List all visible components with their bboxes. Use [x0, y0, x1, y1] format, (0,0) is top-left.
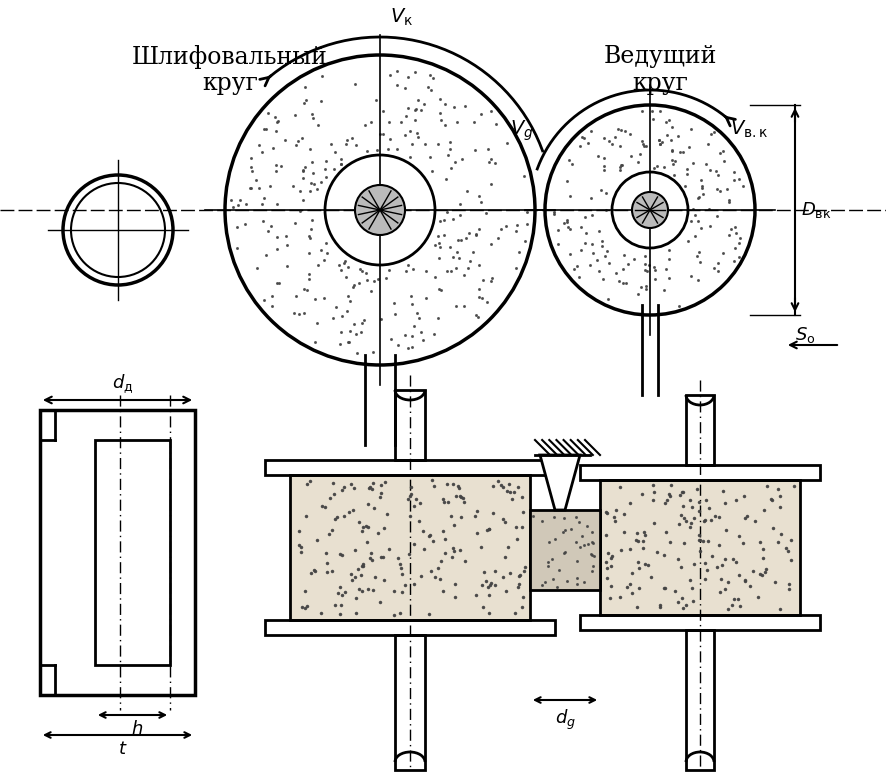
- Circle shape: [632, 192, 667, 228]
- Text: $t$: $t$: [118, 740, 128, 758]
- Bar: [394, 390, 424, 460]
- Bar: [685, 395, 713, 465]
- Bar: [290, 475, 530, 620]
- Text: $V_{\rm в.к}$: $V_{\rm в.к}$: [729, 119, 767, 141]
- Bar: [530, 510, 599, 590]
- Text: $V_{\rm к}$: $V_{\rm к}$: [390, 7, 413, 29]
- Text: круг: круг: [632, 72, 688, 95]
- Text: $d_g$: $d_g$: [554, 708, 575, 732]
- Text: $S_{\rm о}$: $S_{\rm о}$: [794, 325, 814, 345]
- Bar: [394, 635, 424, 770]
- Bar: [579, 465, 819, 480]
- Text: круг: круг: [202, 72, 258, 95]
- Text: Шлифовальный: Шлифовальный: [132, 45, 328, 69]
- Polygon shape: [540, 455, 579, 510]
- Bar: [265, 620, 555, 635]
- Bar: [685, 630, 713, 770]
- Text: Ведущий: Ведущий: [602, 45, 716, 68]
- Text: $h$: $h$: [131, 720, 144, 738]
- Bar: [599, 480, 799, 615]
- Bar: [579, 615, 819, 630]
- Text: $V_g$: $V_g$: [509, 119, 532, 144]
- Text: $d_{\rm д}$: $d_{\rm д}$: [112, 372, 133, 395]
- Bar: [265, 460, 555, 475]
- Circle shape: [354, 185, 405, 235]
- Text: $D_{\rm вк}$: $D_{\rm вк}$: [800, 200, 830, 220]
- Bar: [40, 410, 195, 695]
- Bar: [95, 440, 170, 665]
